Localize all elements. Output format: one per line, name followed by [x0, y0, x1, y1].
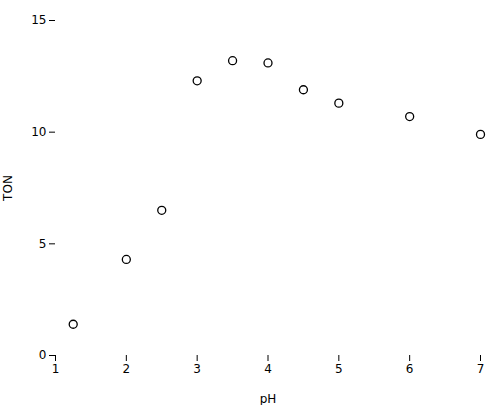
svg-text:10: 10 — [31, 125, 46, 139]
svg-text:3: 3 — [193, 362, 201, 376]
svg-text:2: 2 — [123, 362, 131, 376]
svg-text:5: 5 — [335, 362, 343, 376]
svg-text:TON: TON — [1, 175, 15, 202]
svg-text:6: 6 — [406, 362, 414, 376]
svg-text:pH: pH — [260, 392, 277, 405]
svg-text:5: 5 — [39, 237, 47, 251]
svg-text:7: 7 — [477, 362, 485, 376]
svg-text:1: 1 — [52, 362, 60, 376]
svg-text:15: 15 — [31, 13, 46, 27]
svg-text:0: 0 — [39, 348, 47, 362]
svg-text:4: 4 — [264, 362, 272, 376]
